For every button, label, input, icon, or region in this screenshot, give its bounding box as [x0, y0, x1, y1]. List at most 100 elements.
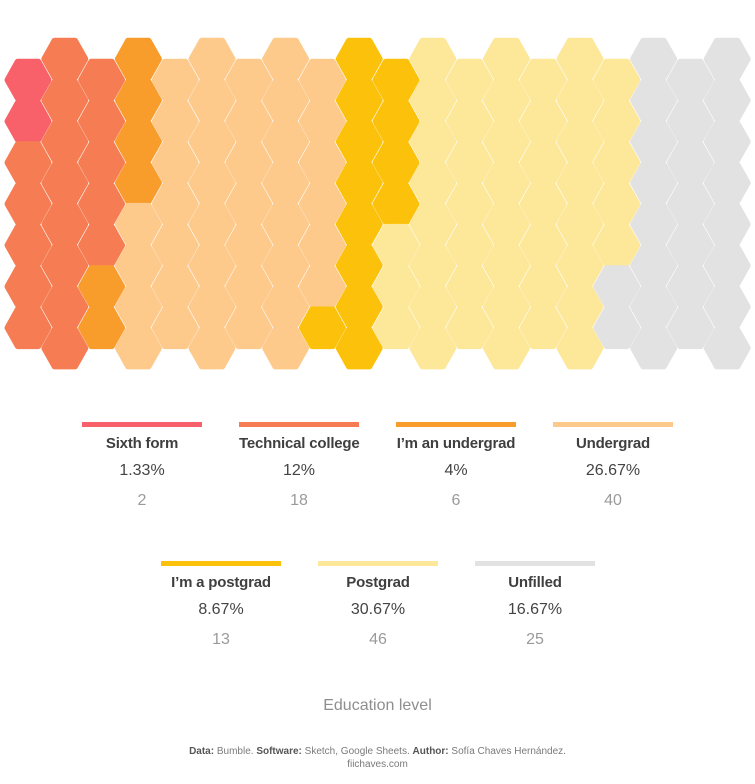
legend-percent: 30.67%	[350, 601, 406, 618]
hex-cell	[409, 161, 457, 205]
hex-cell	[4, 182, 52, 226]
hex-cell	[188, 202, 236, 246]
hex-cell	[114, 79, 162, 122]
hex-cell	[41, 326, 89, 370]
credit-author-label: Author:	[412, 746, 449, 757]
hex-cell	[372, 182, 420, 226]
legend-count: 6	[451, 492, 461, 509]
legend-item-im-an-undergrad: I’m an undergrad 4% 6	[396, 422, 516, 510]
hex-cell	[4, 100, 52, 143]
hex-cell	[262, 244, 310, 287]
hex-cell	[630, 37, 678, 81]
hex-cell	[41, 37, 89, 81]
legend-percent: 16.67%	[507, 601, 563, 618]
hex-cell	[446, 58, 494, 102]
hex-cell	[188, 120, 236, 163]
hex-cell	[41, 120, 89, 163]
legend-swatch	[161, 561, 281, 566]
hex-cell	[666, 223, 714, 267]
hex-cell	[298, 306, 346, 350]
hex-cell	[519, 265, 567, 308]
legend-swatch	[553, 422, 673, 427]
credit-author-value: Sofía Chaves Hernández.	[451, 746, 566, 757]
hex-cell	[556, 120, 604, 163]
hex-cell	[114, 37, 162, 81]
hex-cell	[335, 285, 383, 329]
legend-item-postgrad: Postgrad 30.67% 46	[318, 561, 438, 649]
hex-cell	[114, 120, 162, 163]
hex-cell	[446, 182, 494, 226]
hex-cell	[262, 326, 310, 370]
hex-cell	[151, 100, 199, 143]
hex-cell	[114, 202, 162, 246]
hex-cell	[482, 285, 530, 329]
hex-cell	[666, 265, 714, 308]
hex-cell	[482, 120, 530, 163]
hex-cell	[372, 141, 420, 184]
legend-label: Unfilled	[508, 574, 562, 591]
hex-cell	[666, 182, 714, 226]
legend-label: Technical college	[239, 435, 360, 452]
hex-cell	[225, 182, 273, 226]
hex-cell	[630, 326, 678, 370]
hex-cell	[372, 265, 420, 308]
hex-cell	[225, 100, 273, 143]
hex-cell	[41, 244, 89, 287]
chart-title: Education level	[323, 697, 432, 714]
hex-cell	[114, 326, 162, 370]
hex-cell	[41, 285, 89, 329]
credit-software-value: Sketch, Google Sheets.	[304, 746, 410, 757]
legend-percent: 8.67%	[198, 601, 244, 618]
hex-cell	[78, 141, 126, 184]
hex-cell	[298, 223, 346, 267]
hex-cell	[225, 306, 273, 350]
hex-cell	[151, 58, 199, 102]
legend-swatch	[475, 561, 595, 566]
hex-cell	[78, 100, 126, 143]
hex-cell	[151, 265, 199, 308]
hex-cell	[666, 58, 714, 102]
hex-cell	[188, 37, 236, 81]
hex-cell	[151, 141, 199, 184]
hex-cell	[556, 202, 604, 246]
hex-cell	[482, 244, 530, 287]
hex-cell	[114, 285, 162, 329]
hex-cell	[666, 141, 714, 184]
legend-count: 2	[137, 492, 147, 509]
legend-percent: 26.67%	[585, 462, 641, 479]
hex-cell	[335, 161, 383, 205]
hex-cell	[703, 120, 751, 163]
legend-count: 46	[369, 631, 387, 648]
hex-cell	[703, 326, 751, 370]
hex-cell	[335, 120, 383, 163]
hex-cell	[446, 100, 494, 143]
legend-count: 40	[604, 492, 622, 509]
legend-swatch	[239, 422, 359, 427]
hex-cell	[593, 223, 641, 267]
hex-cell	[409, 285, 457, 329]
hex-cell	[630, 120, 678, 163]
hex-cell	[630, 285, 678, 329]
hex-cell	[409, 244, 457, 287]
hex-cell	[114, 244, 162, 287]
hex-cell	[630, 79, 678, 122]
hex-cell	[446, 141, 494, 184]
hex-cell	[114, 161, 162, 205]
hex-cell	[409, 326, 457, 370]
hex-cell	[41, 79, 89, 122]
legend-item-sixth-form: Sixth form 1.33% 2	[82, 422, 202, 510]
hex-cell	[519, 223, 567, 267]
hex-cell	[151, 306, 199, 350]
hex-cell	[482, 161, 530, 205]
hex-cell	[630, 244, 678, 287]
hex-cell	[593, 306, 641, 350]
hex-cell	[703, 202, 751, 246]
hex-cell	[409, 79, 457, 122]
hex-cell	[409, 202, 457, 246]
hex-cell	[593, 182, 641, 226]
hex-cell	[593, 58, 641, 102]
legend-count: 18	[290, 492, 308, 509]
hex-cell	[446, 265, 494, 308]
hex-cell	[519, 58, 567, 102]
honeycomb-chart	[4, 37, 751, 370]
